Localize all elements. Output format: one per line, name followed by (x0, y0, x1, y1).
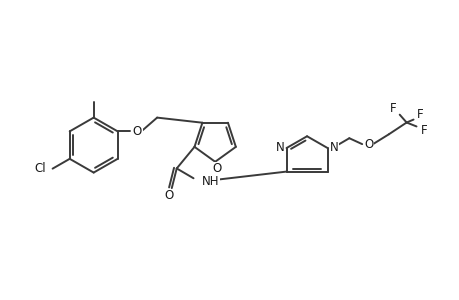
Text: F: F (389, 102, 395, 115)
Text: F: F (416, 108, 423, 121)
Text: O: O (133, 125, 142, 138)
Text: O: O (364, 138, 373, 151)
Text: NH: NH (201, 175, 218, 188)
Text: O: O (164, 189, 173, 203)
Text: F: F (420, 124, 427, 137)
Text: Cl: Cl (34, 162, 45, 175)
Text: O: O (212, 162, 221, 175)
Text: N: N (275, 141, 284, 154)
Text: N: N (329, 141, 337, 154)
